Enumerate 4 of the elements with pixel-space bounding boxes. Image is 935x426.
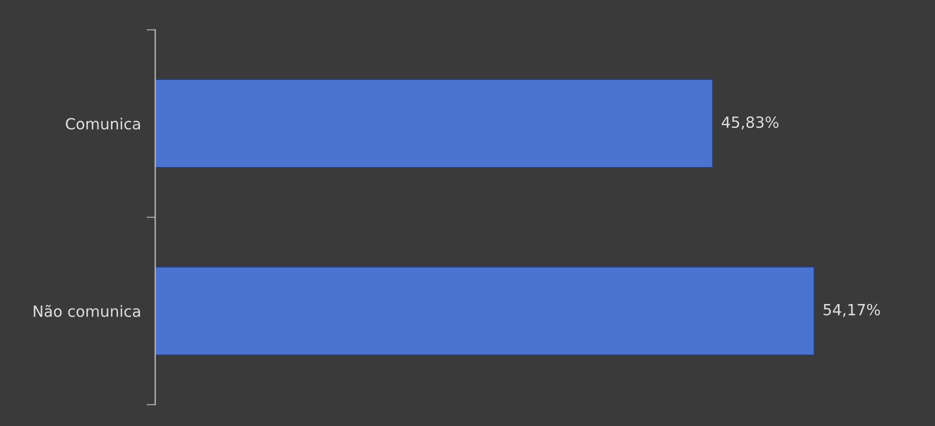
data-label: 45,83% [722, 116, 778, 130]
y-tick-label: Comunica [66, 118, 140, 130]
y-tick-label: Não comunica [34, 304, 140, 317]
data-label: 54,17% [824, 304, 880, 317]
